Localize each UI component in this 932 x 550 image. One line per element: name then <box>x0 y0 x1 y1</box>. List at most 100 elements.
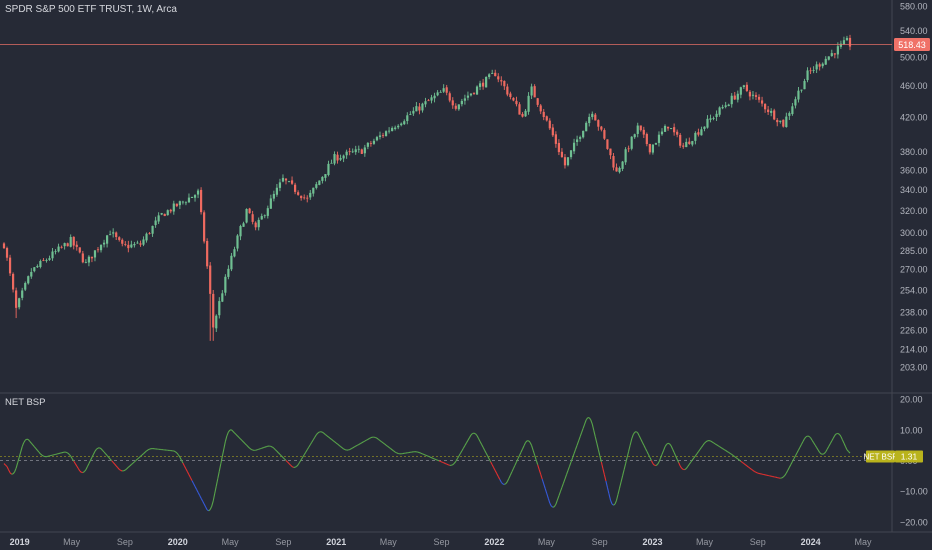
candle <box>312 187 315 197</box>
indicator-segment <box>705 440 708 443</box>
candle <box>788 111 791 120</box>
price-tick-label: 360.00 <box>900 165 928 175</box>
indicator-segment <box>453 461 457 464</box>
candle <box>48 255 51 261</box>
indicator-segment <box>306 446 310 451</box>
indicator-segment <box>515 458 519 463</box>
indicator-segment <box>243 441 246 444</box>
indicator-segment <box>188 474 191 478</box>
candle <box>160 212 163 216</box>
indicator-segment <box>552 506 555 508</box>
candle <box>102 239 106 248</box>
candle <box>660 128 664 136</box>
indicator-segment <box>652 463 655 466</box>
indicator-segment <box>751 468 754 471</box>
candle <box>703 126 706 132</box>
indicator-segment <box>793 455 796 460</box>
candle <box>193 194 197 202</box>
symbol-title[interactable]: SPDR S&P 500 ETF TRUST, 1W, Arca <box>5 4 177 15</box>
candle <box>148 232 151 235</box>
indicator-segment <box>173 450 176 453</box>
indicator-segment <box>558 491 561 497</box>
indicator-segment <box>390 448 393 451</box>
indicator-tick-label: 20.00 <box>900 395 923 405</box>
candle <box>773 108 776 121</box>
candle <box>315 181 318 190</box>
indicator-segment <box>638 435 642 440</box>
indicator-segment <box>699 447 702 450</box>
candle <box>60 245 63 249</box>
indicator-segment <box>76 465 79 469</box>
indicator-segment <box>626 451 630 458</box>
indicator-segment <box>266 445 268 448</box>
time-tick-label: May <box>380 537 398 547</box>
indicator-segment <box>745 464 748 467</box>
candle <box>251 210 254 225</box>
indicator-segment <box>272 446 275 449</box>
indicator-name[interactable]: NET BSP <box>5 397 46 408</box>
indicator-segment <box>199 495 202 499</box>
indicator-segment <box>622 469 625 476</box>
indicator-segment <box>281 455 284 458</box>
indicator-segment <box>748 466 751 469</box>
indicator-segment <box>816 447 819 451</box>
candle <box>215 314 218 332</box>
candle <box>848 34 852 51</box>
indicator-segment <box>543 483 546 489</box>
indicator-segment <box>144 450 147 453</box>
indicator-segment <box>485 452 489 457</box>
indicator-segment <box>5 464 8 468</box>
candle <box>63 242 66 250</box>
indicator-segment <box>176 452 179 456</box>
indicator-segment <box>537 464 540 470</box>
candle <box>69 234 72 248</box>
price-tick-label: 203.00 <box>900 362 928 372</box>
candle <box>236 234 239 252</box>
indicator-segment <box>17 457 20 463</box>
candle <box>245 208 248 224</box>
indicator-segment <box>420 452 423 455</box>
indicator-tick-label: −20.00 <box>900 517 928 527</box>
indicator-segment <box>114 463 117 467</box>
indicator-segment <box>640 438 643 443</box>
indicator-segment <box>215 478 219 487</box>
indicator-segment <box>82 471 85 474</box>
svg-text:NET BSP: NET BSP <box>863 452 897 461</box>
indicator-segment <box>214 485 217 494</box>
candle <box>424 97 427 108</box>
time-tick-label: May <box>63 537 81 547</box>
indicator-segment <box>540 474 543 480</box>
indicator-segment <box>68 453 72 457</box>
indicator-segment <box>211 500 214 507</box>
indicator-segment <box>468 434 472 438</box>
indicator-segment <box>785 470 789 474</box>
indicator-segment <box>467 437 470 441</box>
indicator-segment <box>41 454 44 457</box>
candle <box>260 213 263 220</box>
indicator-segment <box>673 452 677 457</box>
price-tick-label: 214.00 <box>900 344 928 354</box>
candle <box>33 266 36 273</box>
indicator-segment <box>443 462 446 464</box>
candle <box>142 236 145 247</box>
indicator-segment <box>752 470 755 472</box>
indicator-segment <box>205 506 208 511</box>
candle <box>833 53 836 59</box>
price-tick-label: 285.00 <box>900 246 928 256</box>
time-tick-label: Sep <box>117 537 133 547</box>
candle <box>460 98 463 107</box>
candle <box>172 200 175 215</box>
indicator-segment <box>364 439 367 442</box>
indicator-segment <box>782 475 786 478</box>
candle <box>545 115 548 122</box>
indicator-segment <box>615 494 619 501</box>
indicator-segment <box>755 471 758 474</box>
indicator-segment <box>434 458 437 461</box>
indicator-segment <box>528 440 531 443</box>
candle <box>579 135 582 142</box>
indicator-segment <box>235 434 238 437</box>
indicator-segment <box>206 509 209 512</box>
candle <box>2 242 6 249</box>
candle <box>521 112 524 118</box>
